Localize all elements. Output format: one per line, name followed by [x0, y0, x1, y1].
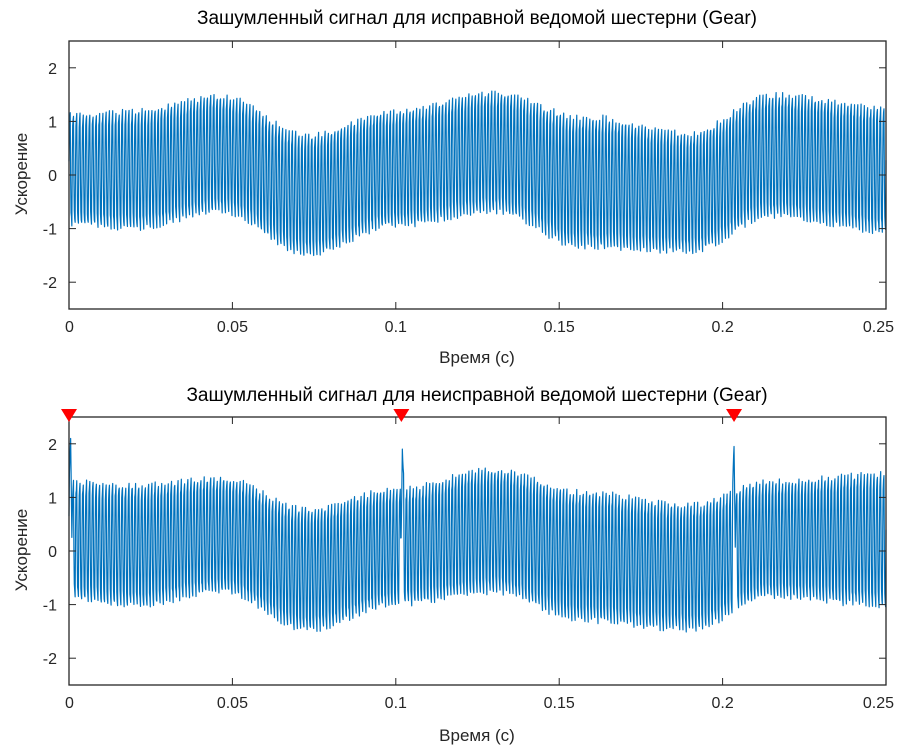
y-tick-label: 0: [48, 544, 57, 561]
x-tick-label: 0.05: [217, 695, 248, 712]
y-tick-label: 0: [48, 168, 57, 185]
y-tick-label: -2: [43, 275, 57, 292]
y-tick-label: -2: [43, 651, 57, 668]
chart-title: Зашумленный сигнал для неисправной ведом…: [186, 385, 767, 406]
y-axis-label: Ускорение: [12, 133, 31, 216]
y-tick-label: 2: [48, 437, 57, 454]
y-tick-label: 1: [48, 490, 57, 507]
y-tick-label: -1: [43, 598, 57, 615]
x-tick-label: 0.25: [863, 695, 894, 712]
x-tick-label: 0.15: [544, 695, 575, 712]
y-tick-label: 2: [48, 61, 57, 78]
x-tick-label: 0.1: [385, 319, 407, 336]
y-axis-label: Ускорение: [12, 509, 31, 592]
y-tick-label: 1: [48, 114, 57, 131]
chart-title: Зашумленный сигнал для исправной ведомой…: [197, 8, 757, 29]
x-tick-label: 0.2: [711, 695, 733, 712]
x-tick-label: 0.25: [863, 319, 894, 336]
x-tick-label: 0.05: [217, 319, 248, 336]
x-tick-label: 0.2: [711, 319, 733, 336]
y-tick-label: -1: [43, 222, 57, 239]
x-axis-label: Время (с): [439, 726, 515, 745]
x-tick-label: 0.15: [544, 319, 575, 336]
x-tick-label: 0.1: [385, 695, 407, 712]
x-tick-label: 0: [65, 695, 74, 712]
x-tick-label: 0: [65, 319, 74, 336]
x-axis-label: Время (с): [439, 348, 515, 367]
